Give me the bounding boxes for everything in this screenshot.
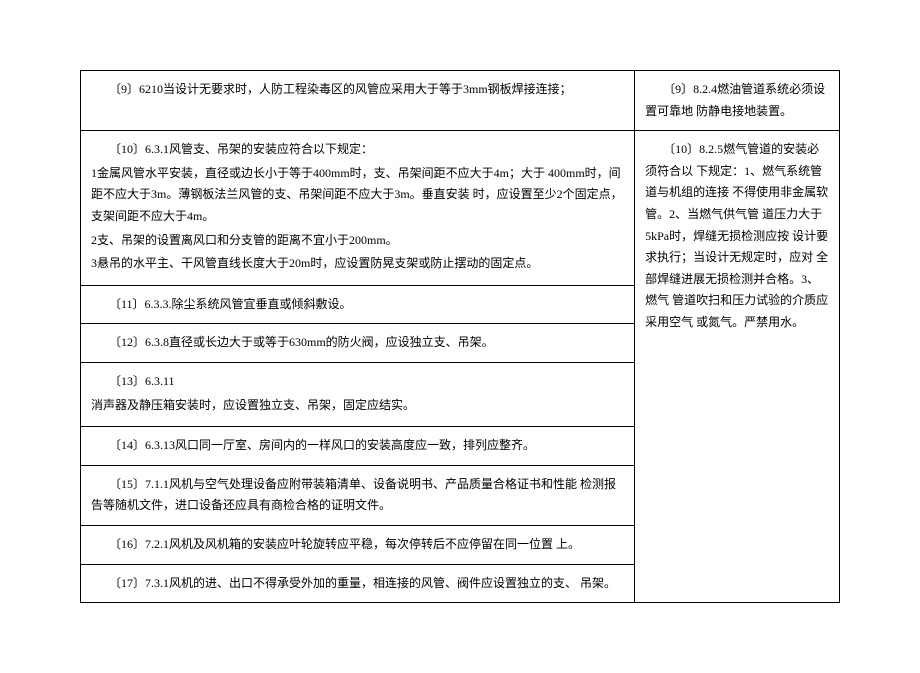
cell-17-left: 〔17〕7.3.1风机的进、出口不得承受外加的重量，相连接的风管、阀件应设置独立… bbox=[81, 564, 635, 603]
cell-12-left: 〔12〕6.3.8直径或长边大于或等于630mm的防火阀，应设独立支、吊架。 bbox=[81, 324, 635, 363]
cell-15-left: 〔15〕7.1.1风机与空气处理设备应附带装箱清单、设备说明书、产品质量合格证书… bbox=[81, 465, 635, 525]
cell-16-left: 〔16〕7.2.1风机及风机箱的安装应叶轮旋转应平稳，每次停转后不应停留在同一位… bbox=[81, 525, 635, 564]
cell-10-left-p4: 3悬吊的水平主、干风管直线长度大于20m时，应设置防晃支架或防止摆动的固定点。 bbox=[91, 253, 624, 275]
cell-9-right: 〔9〕8.2.4燃油管道系统必须设置可靠地 防静电接地装置。 bbox=[635, 71, 840, 131]
cell-13-left-p1: 〔13〕6.3.11 bbox=[91, 371, 624, 393]
cell-10-left-p3: 2支、吊架的设置离风口和分支管的距离不宜小于200mm。 bbox=[91, 230, 624, 252]
cell-10-left: 〔10〕6.3.1风管支、吊架的安装应符合以下规定： 1金属风管水平安装，直径或… bbox=[81, 131, 635, 286]
cell-13-left-p2: 消声器及静压箱安装时，应设置独立支、吊架，固定应结实。 bbox=[91, 395, 624, 417]
cell-14-left: 〔14〕6.3.13风口同一厅室、房间内的一样风口的安装高度应一致，排列应整齐。 bbox=[81, 427, 635, 466]
cell-9-left: 〔9〕6210当设计无要求时，人防工程染毒区的风管应采用大于等于3mm钢板焊接连… bbox=[81, 71, 635, 131]
cell-10-right: 〔10〕8.2.5燃气管道的安装必须符合以 下规定：1、燃气系统管道与机组的连接… bbox=[635, 131, 840, 603]
cell-10-left-p1: 〔10〕6.3.1风管支、吊架的安装应符合以下规定： bbox=[91, 139, 624, 161]
spec-table: 〔9〕6210当设计无要求时，人防工程染毒区的风管应采用大于等于3mm钢板焊接连… bbox=[80, 70, 840, 603]
cell-10-left-p2: 1金属风管水平安装，直径或边长小于等于400mm时，支、吊架间距不应大于4m；大… bbox=[91, 163, 624, 228]
cell-11-left: 〔11〕6.3.3.除尘系统风管宜垂直或倾斜敷设。 bbox=[81, 285, 635, 324]
cell-13-left: 〔13〕6.3.11 消声器及静压箱安装时，应设置独立支、吊架，固定应结实。 bbox=[81, 362, 635, 426]
